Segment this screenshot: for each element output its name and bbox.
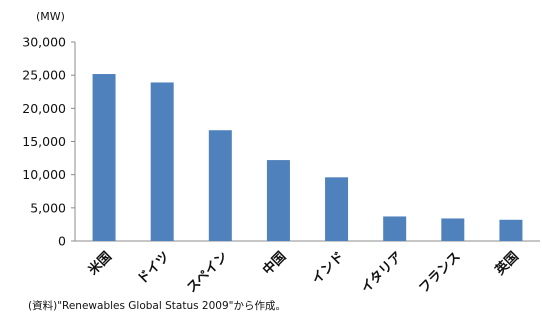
bar-6 (383, 216, 407, 241)
y-tick-label: 0 (58, 234, 66, 249)
bar-2 (150, 82, 174, 241)
y-tick-label: 20,000 (22, 101, 66, 116)
category-label-2: ドイツ (135, 249, 173, 287)
category-label-6: イタリア (359, 249, 406, 296)
category-label-1: 米国 (85, 249, 115, 279)
bar-4 (266, 160, 290, 241)
bar-8 (499, 219, 523, 241)
category-label-7: フランス (416, 249, 463, 296)
y-tick-label: 10,000 (22, 167, 66, 182)
category-label-4: 中国 (260, 249, 290, 279)
category-label-5: インド (309, 249, 347, 287)
bar-1 (92, 74, 116, 241)
y-tick-label: 15,000 (22, 134, 66, 149)
bar-3 (208, 130, 232, 241)
bar-5 (325, 177, 349, 241)
y-tick-label: 30,000 (22, 35, 66, 50)
category-labels: 米国 ドイツ スペイン 中国 インド イタリア フランス 英国 (85, 249, 522, 297)
y-axis-ticks: 0 5,000 10,000 15,000 20,000 25,000 30,000 (22, 35, 75, 249)
category-label-8: 英国 (491, 249, 521, 279)
y-axis-unit-label: (MW) (36, 10, 65, 23)
category-label-3: スペイン (184, 249, 231, 296)
source-note: (資料)"Renewables Global Status 2009"から作成。 (28, 300, 286, 312)
y-tick-label: 25,000 (22, 68, 66, 83)
bars (92, 74, 523, 241)
bar-7 (441, 218, 465, 241)
y-tick-label: 5,000 (30, 200, 66, 215)
